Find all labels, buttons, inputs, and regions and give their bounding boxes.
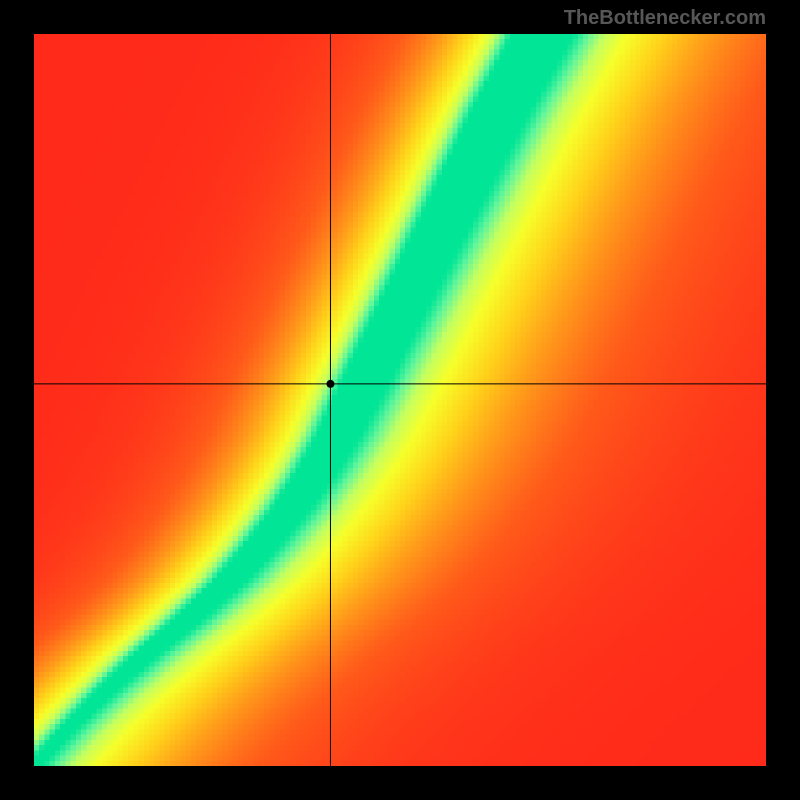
chart-container: TheBottlenecker.com xyxy=(0,0,800,800)
watermark-text: TheBottlenecker.com xyxy=(564,7,766,30)
bottleneck-heatmap xyxy=(34,34,766,766)
